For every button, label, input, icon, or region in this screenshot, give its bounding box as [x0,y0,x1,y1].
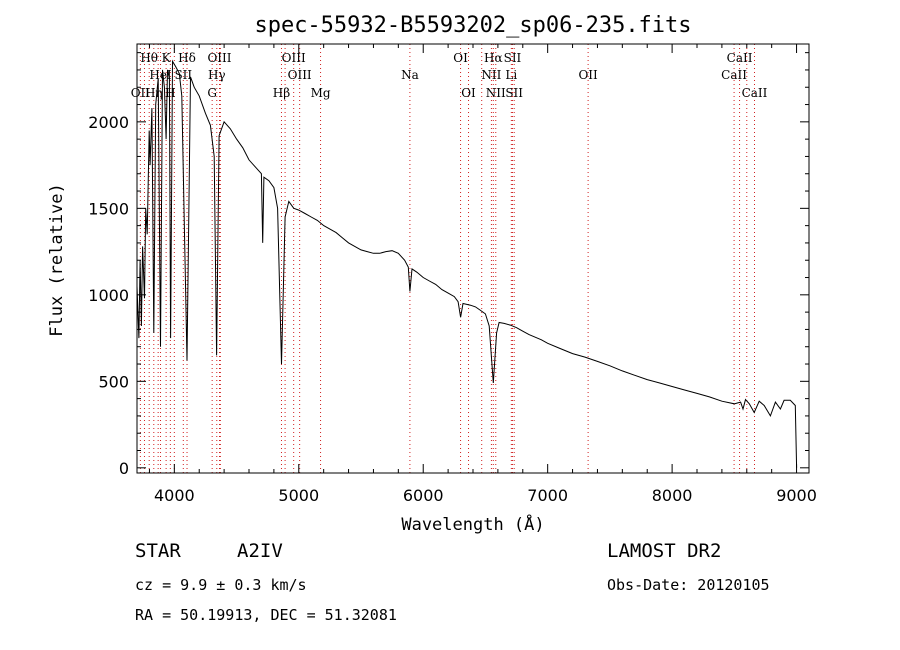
redshift-cz: cz = 9.9 ± 0.3 km/s [135,576,307,594]
survey-name: LAMOST DR2 [607,540,721,562]
line-label: Mg [311,86,331,100]
line-label: HeI [149,68,172,82]
line-label: NII [481,68,501,82]
y-tick-label: 2000 [88,113,129,132]
obs-date: Obs-Date: 20120105 [607,576,770,594]
object-subclass: A2IV [237,540,283,562]
line-label: OIII [282,51,306,65]
object-type: STAR [135,540,181,562]
line-label: CaII [727,51,753,65]
line-label: NII [486,86,506,100]
line-label: OII [578,68,598,82]
plot-frame [136,43,810,474]
line-label: CaII [721,68,747,82]
line-label: G [207,86,217,100]
line-label: Li [505,68,517,82]
line-label: OII [131,86,151,100]
line-label: Na [401,68,419,82]
line-label: Hγ [208,68,226,82]
line-markers [139,44,755,473]
x-tick-label: 5000 [278,486,319,505]
line-label: OI [461,86,476,100]
line-label: CaII [742,86,768,100]
x-tick-label: 8000 [652,486,693,505]
x-tick-label: 9000 [776,486,817,505]
line-label: SII [504,51,522,65]
y-axis-label: Flux (relative) [47,183,67,337]
x-tick-label: 4000 [154,486,195,505]
x-axis-label: Wavelength (Å) [401,513,544,535]
y-tick-label: 500 [98,372,129,391]
line-label: Hθ [140,51,158,65]
line-label: H [165,86,175,100]
spectrum-line [136,59,798,468]
x-tick-label: 7000 [527,486,568,505]
line-label: Hδ [178,51,196,65]
y-tick-label: 0 [119,459,129,478]
x-tick-label: 6000 [403,486,444,505]
line-label: Hη [145,86,163,100]
line-label: SII [505,86,523,100]
line-label: SII [174,68,192,82]
line-label: Hβ [273,86,290,100]
y-tick-label: 1500 [88,199,129,218]
line-label: K [162,51,172,65]
line-label: OIII [207,51,231,65]
chart-title: spec-55932-B5593202_sp06-235.fits [254,13,691,38]
y-tick-label: 1000 [88,286,129,305]
line-label: Hα [484,51,503,65]
axis-ticks: 4000 5000 6000 7000 8000 9000 0 500 1000 1500 2000 [88,44,817,505]
coordinates: RA = 50.19913, DEC = 51.32081 [135,606,397,624]
line-label: OI [453,51,468,65]
line-label: OIII [288,68,312,82]
spectrum-series [136,59,798,468]
